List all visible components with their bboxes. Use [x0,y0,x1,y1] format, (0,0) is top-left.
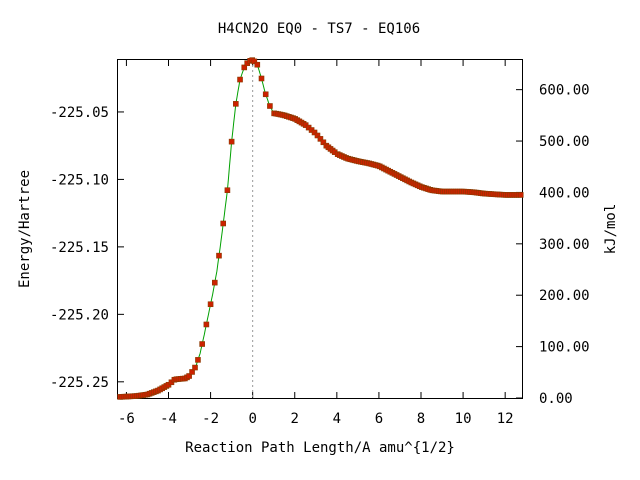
y2-tick-label: 100.00 [539,340,590,356]
energy-point [228,138,235,145]
energy-point [317,136,324,142]
y-axis-left: -225.25 -225.20 -225.15 -225.10 -225.05 [50,105,124,391]
energy-point [224,187,231,194]
y2-tick-label: 200.00 [539,288,590,304]
energy-point [311,129,318,136]
energy-point [233,101,239,107]
x-tick-label: -6 [118,411,135,427]
x-tick-label: 12 [497,411,514,427]
chart-title: H4CN2O EQ0 - TS7 - EQ106 [218,21,420,37]
y-tick-label: -225.15 [50,240,109,256]
y2-tick-label: 0.00 [539,391,573,407]
plot-frame [117,59,523,399]
y2-tick-label: 600.00 [539,83,590,99]
energy-point [241,64,248,71]
y-tick-label: -225.05 [50,105,109,121]
energy-point [211,279,218,286]
x-tick-label: 2 [291,411,299,427]
x-tick-label: 4 [333,411,341,427]
energy-point [203,321,210,328]
y2-tick-label: 400.00 [539,185,590,201]
energy-point [237,76,243,83]
x-tick-label: -4 [160,411,177,427]
y-axis-label: Energy/Hartree [17,170,33,288]
y-tick-label: -225.25 [50,375,109,391]
x-tick-label: 6 [375,411,383,427]
x-axis: -6 -4 -2 0 2 4 6 8 10 12 [118,60,514,427]
energy-point [517,192,524,198]
x-tick-label: -2 [202,411,219,427]
y2-tick-label: 500.00 [539,134,590,150]
y2-tick-label: 300.00 [539,237,590,253]
energy-points [117,57,524,400]
x-tick-label: 10 [455,411,472,427]
energy-point [220,220,227,227]
x-tick-label: 0 [248,411,256,427]
y-axis-right: 0.00 100.00 200.00 300.00 400.00 500.00 600.00 [516,83,590,407]
x-tick-label: 8 [417,411,425,427]
energy-curve-line [120,59,522,398]
energy-point [189,369,195,375]
energy-point [192,364,198,371]
energy-point [267,103,273,109]
energy-point [258,75,265,82]
energy-point [251,58,258,65]
energy-point [186,373,192,379]
energy-point [262,91,269,98]
energy-point [207,301,214,308]
energy-point [314,132,321,139]
y-tick-label: -225.10 [50,172,109,188]
energy-point [254,61,261,68]
energy-point [195,357,201,363]
y2-axis-label: kJ/mol [603,204,619,255]
energy-point [199,341,205,347]
y-tick-label: -225.20 [50,307,109,323]
x-axis-label: Reaction Path Length/A amu^{1/2} [185,440,455,456]
energy-point [216,252,222,259]
energy-point [320,139,327,146]
